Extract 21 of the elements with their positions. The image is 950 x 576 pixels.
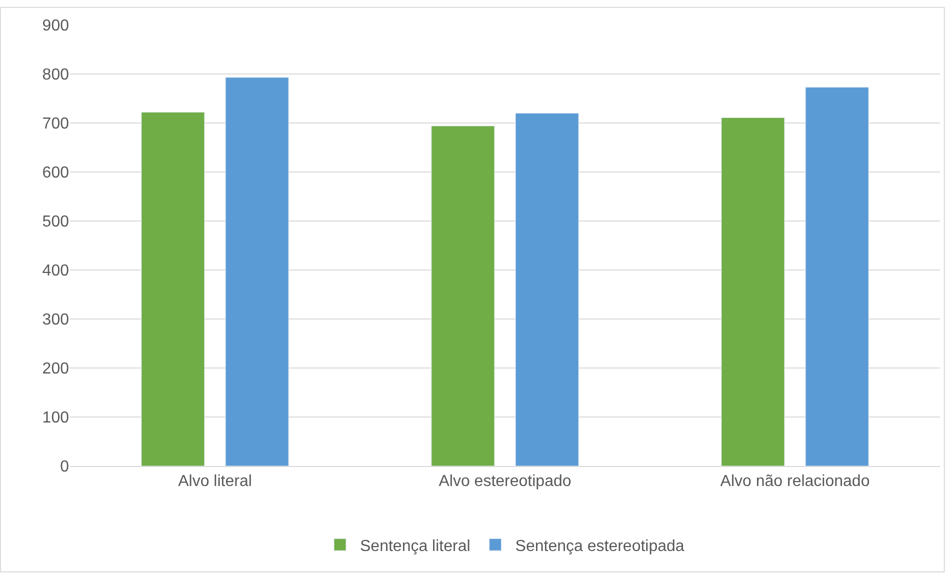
bar — [141, 112, 205, 466]
y-tick-label: 500 — [42, 214, 70, 231]
legend-label: Sentença estereotipada — [515, 538, 684, 555]
legend-label: Sentença literal — [360, 538, 470, 555]
x-tick-label: Alvo estereotipado — [438, 473, 572, 490]
bar — [225, 77, 289, 466]
bar — [721, 117, 785, 466]
y-tick-label: 0 — [60, 458, 70, 476]
y-tick-label: 400 — [42, 262, 70, 280]
y-tick-label: 100 — [42, 410, 70, 427]
x-tick-label: Alvo não relacionado — [720, 473, 870, 490]
y-tick-label: 800 — [42, 66, 70, 84]
y-tick-label: 700 — [42, 116, 70, 133]
bar — [515, 112, 579, 466]
y-tick-label: 600 — [42, 164, 70, 182]
y-tick-label: 200 — [42, 360, 70, 378]
bar — [805, 86, 869, 466]
y-tick-label: 300 — [42, 312, 70, 329]
bar — [431, 126, 495, 466]
y-tick-label: 900 — [42, 18, 70, 35]
x-tick-label: Alvo literal — [178, 473, 252, 490]
